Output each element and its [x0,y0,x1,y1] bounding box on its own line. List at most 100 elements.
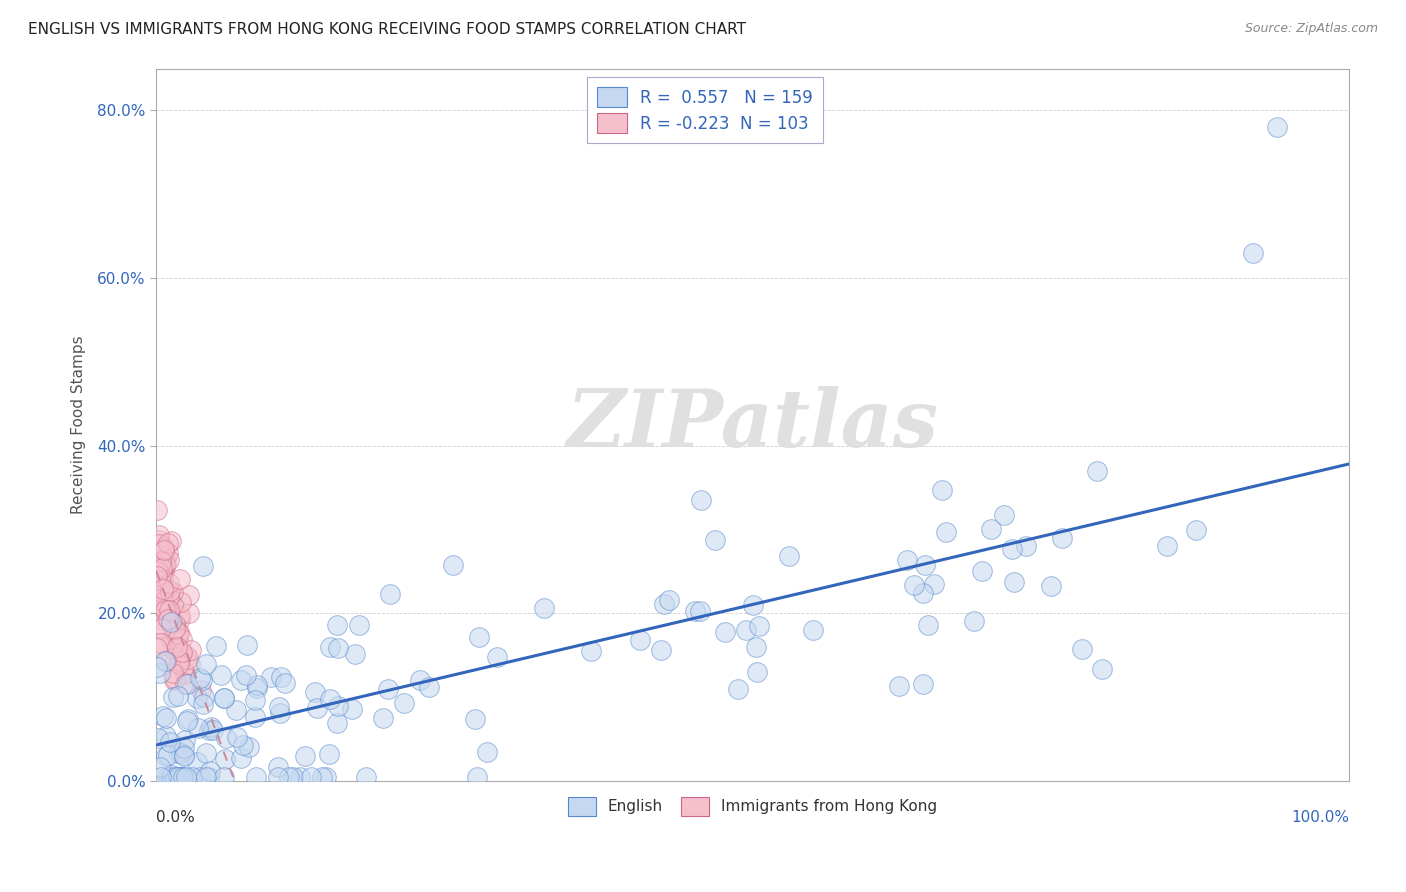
Point [159,734,181,748]
Point [315,770,337,784]
Point [193,697,215,711]
Point [200,720,222,734]
Point [146,546,169,560]
Point [318,747,340,761]
Point [378,586,401,600]
Point [146,503,169,517]
Point [153,638,176,652]
Point [193,558,215,573]
Point [149,617,172,632]
Point [150,561,173,575]
Point [186,691,208,706]
Point [1052,531,1074,545]
Point [155,711,177,725]
Point [896,553,918,567]
Point [748,619,770,633]
Point [1070,641,1092,656]
Point [727,682,749,697]
Point [169,611,191,625]
Point [165,672,187,686]
Point [229,751,252,765]
Point [166,630,188,644]
Point [650,642,672,657]
Point [683,604,706,618]
Point [157,748,180,763]
Point [162,634,184,648]
Point [371,711,394,725]
Point [163,673,186,688]
Point [153,543,176,558]
Point [903,577,925,591]
Point [174,667,197,681]
Point [281,770,304,784]
Point [188,672,211,686]
Point [156,603,179,617]
Point [311,770,333,784]
Point [159,603,181,617]
Point [152,578,174,592]
Point [468,630,491,644]
Point [162,624,184,638]
Point [225,703,247,717]
Point [148,566,170,580]
Point [304,685,326,699]
Point [152,586,174,600]
Point [169,770,191,784]
Point [173,740,195,755]
Point [167,624,190,639]
Point [152,613,174,627]
Point [163,617,186,632]
Point [690,493,713,508]
Point [195,657,218,672]
Point [169,607,191,622]
Point [160,632,183,646]
Point [157,552,180,566]
Point [157,546,180,560]
Point [149,574,172,589]
Point [1040,579,1063,593]
Point [169,572,191,586]
Point [166,631,188,645]
Point [1241,246,1264,260]
Point [734,623,756,637]
Point [176,648,198,663]
Point [157,535,180,549]
Legend: English, Immigrants from Hong Kong: English, Immigrants from Hong Kong [561,789,945,823]
Point [170,746,193,760]
Point [155,749,177,764]
Point [169,657,191,671]
Point [152,572,174,586]
Point [165,770,187,784]
Point [1091,661,1114,675]
Point [162,666,184,681]
Point [225,731,247,745]
Point [162,584,184,599]
Point [170,594,193,608]
Text: ENGLISH VS IMMIGRANTS FROM HONG KONG RECEIVING FOOD STAMPS CORRELATION CHART: ENGLISH VS IMMIGRANTS FROM HONG KONG REC… [28,22,747,37]
Point [173,748,195,763]
Point [245,770,267,784]
Point [155,601,177,615]
Point [157,576,180,591]
Point [152,708,174,723]
Point [267,759,290,773]
Point [152,594,174,608]
Point [155,602,177,616]
Point [152,565,174,579]
Point [173,748,195,763]
Point [267,699,290,714]
Point [149,665,172,680]
Point [176,677,198,691]
Point [150,770,173,784]
Point [970,564,993,578]
Text: 100.0%: 100.0% [1291,810,1348,824]
Point [148,577,170,591]
Point [160,615,183,629]
Point [162,690,184,704]
Point [180,643,202,657]
Point [159,583,181,598]
Point [155,655,177,669]
Point [179,606,201,620]
Point [170,632,193,646]
Point [232,738,254,752]
